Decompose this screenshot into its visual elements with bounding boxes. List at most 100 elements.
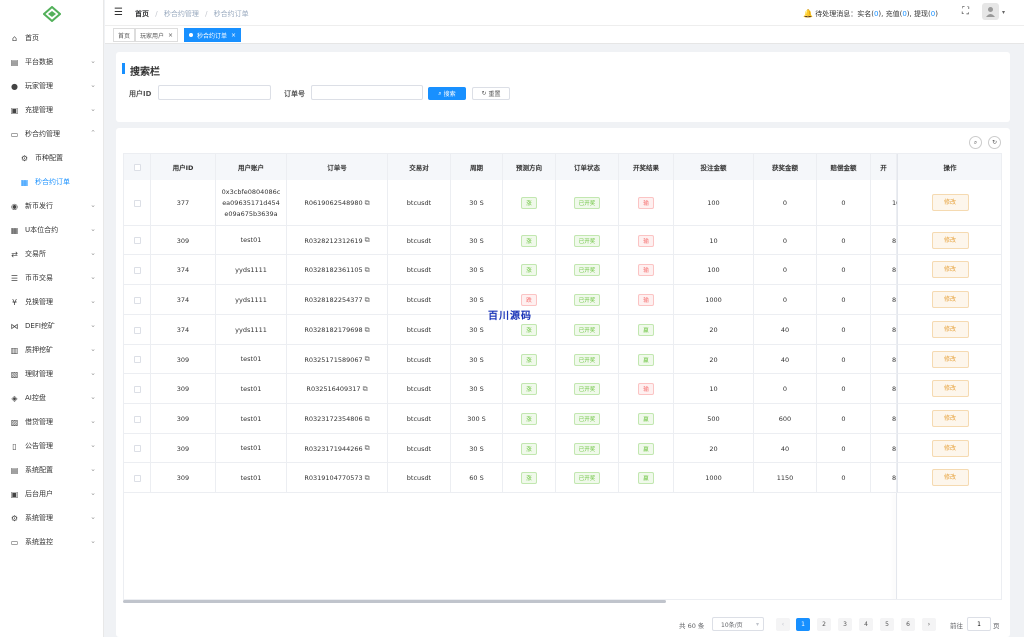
sidebar-item-12[interactable]: ⋈ DEFI挖矿 ⌄: [0, 317, 104, 335]
sidebar-item-10[interactable]: ☰ 币币交易 ⌄: [0, 269, 104, 287]
copy-icon[interactable]: ⧉: [364, 355, 370, 363]
sidebar-item-2[interactable]: ● 玩家管理 ⌄: [0, 77, 104, 95]
edit-button[interactable]: 修改: [931, 410, 969, 427]
page-size-select[interactable]: 10条/页 ▾: [712, 617, 764, 631]
copy-icon[interactable]: ⧉: [364, 265, 370, 274]
edit-button[interactable]: 修改: [931, 261, 969, 278]
notice-realname[interactable]: 实名(0): [857, 10, 882, 18]
checkbox[interactable]: [133, 385, 141, 393]
checkbox[interactable]: [133, 445, 141, 452]
page-button-3[interactable]: 3: [838, 618, 852, 631]
sidebar-item-label: AI控盘: [25, 394, 46, 402]
sidebar-item-17[interactable]: ▯ 公告管理 ⌄: [0, 437, 104, 455]
user-id-input[interactable]: [158, 85, 271, 100]
status-badge: 已开奖: [573, 472, 601, 484]
checkbox[interactable]: [133, 237, 141, 244]
close-icon[interactable]: ×: [168, 31, 174, 39]
copy-icon[interactable]: ⧉: [364, 295, 370, 304]
copy-icon[interactable]: ⧉: [364, 473, 370, 482]
edit-button[interactable]: 修改: [931, 469, 969, 486]
search-button[interactable]: ⌕ 搜索: [428, 87, 466, 100]
next-page-button[interactable]: ›: [922, 618, 936, 631]
sidebar-item-13[interactable]: ▥ 质押挖矿 ⌄: [0, 341, 104, 359]
breadcrumb-home[interactable]: 首页: [135, 10, 149, 18]
sidebar: ⌂ 首页 ▤ 平台数据 ⌄ ● 玩家管理 ⌄ ▣ 充提管理 ⌄ ▭ 秒合约管理 ⌃ ⚙ 币种配置 ▦ 秒合约订单 ◉…: [0, 0, 104, 637]
copy-icon[interactable]: ⧉: [364, 198, 370, 207]
copy-icon[interactable]: ⧉: [364, 414, 370, 423]
order-no-input[interactable]: [311, 85, 423, 100]
page-button-4[interactable]: 4: [859, 618, 873, 631]
sidebar-item-1[interactable]: ▤ 平台数据 ⌄: [0, 53, 104, 71]
edit-button[interactable]: 修改: [931, 291, 969, 308]
edit-button[interactable]: 修改: [931, 350, 969, 368]
sidebar-item-15[interactable]: ◈ AI控盘 ⌄: [0, 389, 104, 407]
checkbox[interactable]: [133, 326, 141, 334]
checkbox[interactable]: [133, 356, 141, 363]
horizontal-scrollbar[interactable]: [123, 600, 666, 603]
cell-account: yyds1111: [216, 285, 287, 315]
copy-icon[interactable]: ⧉: [364, 444, 370, 452]
account-text: test01: [240, 473, 262, 482]
search-title: 搜索栏: [130, 67, 160, 78]
copy-icon[interactable]: ⧉: [364, 325, 370, 334]
sidebar-item-9[interactable]: ⇄ 交易所 ⌄: [0, 245, 104, 263]
sidebar-item-14[interactable]: ▧ 理财管理 ⌄: [0, 365, 104, 383]
goto-page-input[interactable]: [967, 617, 991, 631]
edit-button[interactable]: 修改: [931, 380, 969, 397]
prev-page-button[interactable]: ‹: [776, 618, 790, 631]
cell-extra: 8: [871, 255, 897, 285]
sidebar-item-6[interactable]: ▦ 秒合约订单: [0, 173, 104, 191]
sidebar-item-8[interactable]: ▦ U本位合约 ⌄: [0, 221, 104, 239]
search-toggle-button[interactable]: ⌕: [969, 136, 982, 149]
edit-button[interactable]: 修改: [931, 231, 969, 249]
sidebar-item-16[interactable]: ▨ 借贷管理 ⌄: [0, 413, 104, 431]
tab-contract-orders[interactable]: 秒合约订单 ×: [184, 28, 242, 42]
edit-button[interactable]: 修改: [931, 439, 969, 457]
cell-order: R0323172354806 ⧉: [287, 404, 388, 434]
sidebar-item-4[interactable]: ▭ 秒合约管理 ⌃: [0, 125, 104, 143]
sidebar-item-0[interactable]: ⌂ 首页: [0, 29, 104, 47]
sidebar-item-3[interactable]: ▣ 充提管理 ⌄: [0, 101, 104, 119]
sidebar-item-7[interactable]: ◉ 新币发行 ⌄: [0, 197, 104, 215]
page-button-1[interactable]: 1: [796, 618, 810, 631]
checkbox[interactable]: [133, 474, 141, 482]
tab-player-users[interactable]: 玩家用户 ×: [135, 28, 179, 42]
sidebar-item-20[interactable]: ⚙ 系统管理 ⌄: [0, 509, 104, 527]
copy-icon[interactable]: ⧉: [362, 384, 368, 393]
checkbox[interactable]: [133, 266, 141, 274]
edit-button[interactable]: 修改: [931, 321, 969, 338]
sidebar-item-18[interactable]: ▤ 系统配置 ⌄: [0, 461, 104, 479]
avatar[interactable]: [982, 3, 999, 20]
breadcrumb-separator: /: [155, 10, 158, 18]
chevron-down-icon[interactable]: ▾: [1002, 9, 1006, 16]
page-button-5[interactable]: 5: [880, 618, 894, 631]
bell-icon[interactable]: 🔔: [803, 9, 813, 18]
page-button-6[interactable]: 6: [901, 618, 915, 631]
checkbox[interactable]: [133, 296, 141, 304]
page-button-2[interactable]: 2: [817, 618, 831, 631]
tab-home[interactable]: 首页: [113, 28, 136, 42]
select-all-checkbox[interactable]: [124, 154, 151, 180]
account-text: test01: [240, 414, 262, 423]
sidebar-item-21[interactable]: ▭ 系统监控 ⌄: [0, 533, 104, 551]
cell-pair: btcusdt: [388, 180, 451, 226]
hamburger-icon[interactable]: ☰: [114, 7, 123, 18]
refresh-button[interactable]: ↻: [988, 136, 1001, 149]
fullscreen-icon[interactable]: ⛶: [962, 6, 969, 17]
ai-icon: ◈: [11, 393, 18, 403]
notice-withdraw[interactable]: 提现(0): [913, 10, 938, 18]
column-header: 交易对: [388, 154, 451, 180]
edit-button[interactable]: 修改: [931, 194, 969, 211]
notice-recharge[interactable]: 充值(0): [885, 10, 910, 18]
sidebar-item-11[interactable]: ¥ 兑换管理 ⌄: [0, 293, 104, 311]
sidebar-item-19[interactable]: ▣ 后台用户 ⌄: [0, 485, 104, 503]
close-icon[interactable]: ×: [231, 31, 237, 39]
result-badge: 输: [638, 264, 654, 276]
checkbox[interactable]: [133, 415, 141, 423]
copy-icon[interactable]: ⧉: [364, 236, 370, 244]
cell-bet: 20: [674, 315, 754, 345]
sidebar-item-5[interactable]: ⚙ 币种配置: [0, 149, 104, 167]
reset-button[interactable]: ↻ 重置: [472, 87, 510, 100]
checkbox[interactable]: [133, 163, 141, 171]
checkbox[interactable]: [133, 199, 141, 207]
